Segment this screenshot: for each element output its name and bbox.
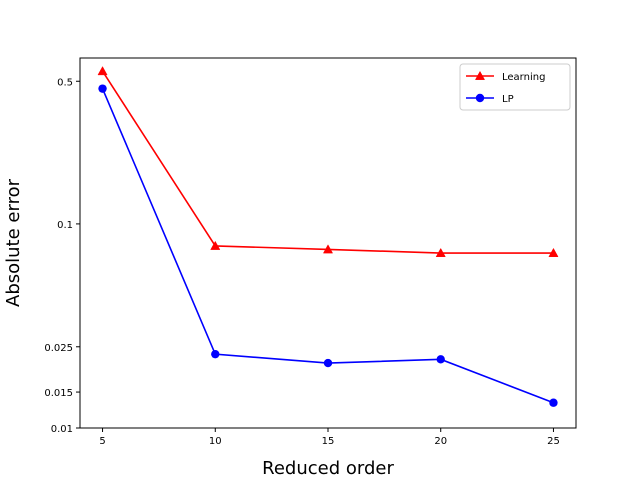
legend-label: Learning: [502, 72, 545, 83]
data-point-learning: [322, 244, 334, 254]
data-point-lp: [549, 398, 558, 407]
x-tick-label: 5: [99, 436, 105, 447]
legend: Learning LP: [459, 63, 571, 111]
y-axis: 0.01 0.015 0.025 0.1 0.5: [44, 77, 80, 435]
legend-marker: [475, 93, 485, 103]
legend-item-learning: Learning: [466, 70, 545, 83]
data-point-lp: [323, 358, 333, 368]
data-point-learning: [210, 240, 221, 250]
legend-marker: [474, 70, 486, 80]
data-point-learning: [435, 247, 446, 257]
x-axis-label: Reduced order: [262, 458, 394, 479]
y-tick-label: 0.1: [57, 220, 73, 231]
data-point-lp: [98, 84, 107, 93]
series-learning: [97, 66, 559, 257]
x-tick-label: 15: [322, 436, 335, 447]
y-tick-label: 0.01: [51, 424, 73, 435]
data-point-learning: [97, 66, 108, 76]
series-lp: [98, 84, 558, 407]
plot-area: [80, 58, 576, 428]
x-tick-label: 20: [434, 436, 447, 447]
legend-label: LP: [502, 94, 514, 105]
legend-frame: [459, 63, 571, 111]
legend-item-lp: LP: [466, 93, 514, 105]
y-tick-label: 0.015: [44, 388, 73, 399]
y-axis-label: Absolute error: [3, 178, 24, 307]
x-axis: 5 10 15 20 25: [99, 428, 560, 447]
y-tick-label: 0.5: [57, 77, 73, 88]
data-point-lp: [211, 349, 220, 359]
x-tick-label: 25: [547, 436, 560, 447]
y-tick-label: 0.025: [44, 343, 73, 354]
x-tick-label: 10: [209, 436, 222, 447]
data-point-lp: [436, 355, 445, 364]
series-layer: [97, 66, 559, 407]
data-point-learning: [548, 247, 559, 257]
